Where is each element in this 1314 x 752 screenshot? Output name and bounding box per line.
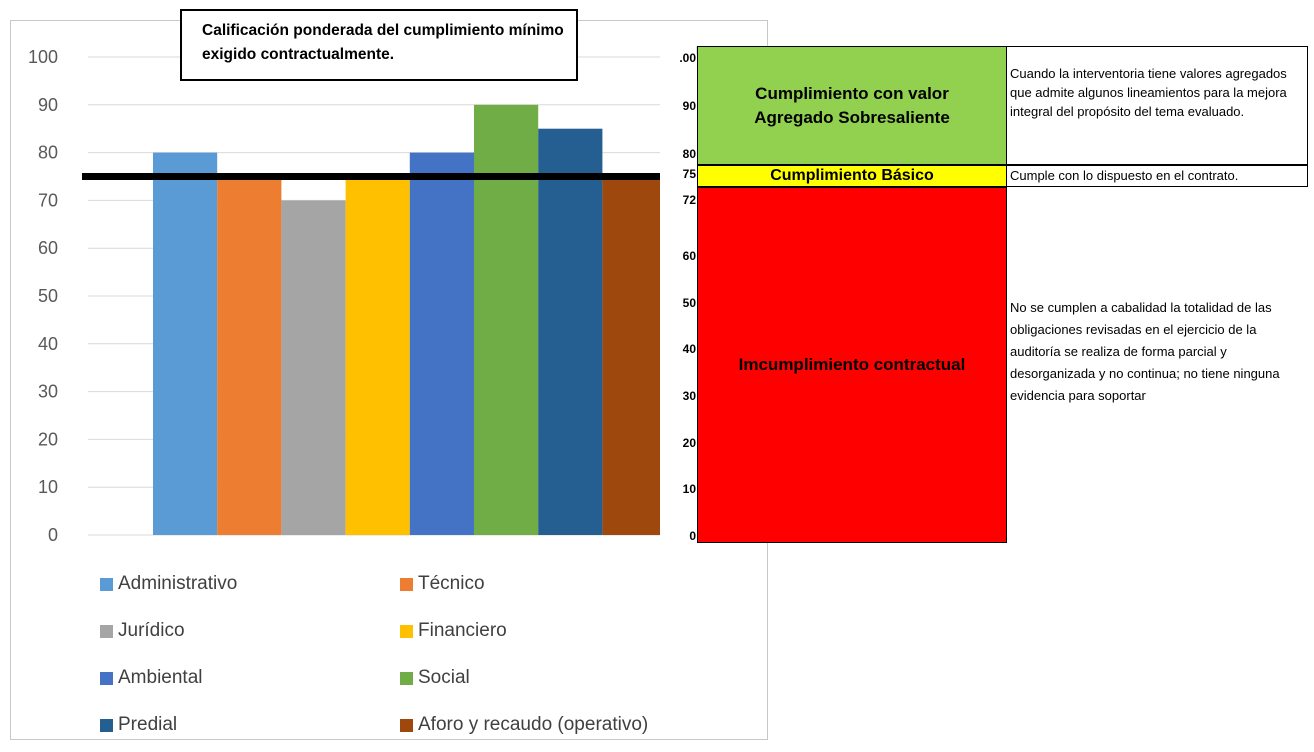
chart-title: Calificación ponderada del cumplimiento … xyxy=(180,9,578,81)
bar-chart: 0 10 20 30 40 50 60 70 80 90 100 xyxy=(28,47,668,545)
score-scale: .00 90 80 75 72 60 50 40 30 20 10 0 xyxy=(660,46,696,543)
scale-label: 75 xyxy=(682,167,696,181)
legend-swatch xyxy=(400,577,413,591)
y-tick-label: 20 xyxy=(38,429,58,449)
legend-swatch xyxy=(400,671,413,685)
legend-item: Predial xyxy=(100,714,177,736)
legend-swatch xyxy=(400,718,413,732)
bar-predial xyxy=(538,128,603,535)
level-basic-category: Cumplimiento Básico xyxy=(697,165,1007,187)
legend-label: Ambiental xyxy=(118,667,203,688)
legend-swatch xyxy=(100,577,113,591)
legend-label: Financiero xyxy=(418,620,507,641)
bar-financiero xyxy=(345,176,410,535)
sheet-grid-tick xyxy=(696,46,697,54)
legend-swatch xyxy=(100,671,113,685)
legend-item: Jurídico xyxy=(100,620,185,642)
legend-label: Social xyxy=(418,667,470,688)
scale-label: 60 xyxy=(682,249,696,263)
legend-item: Financiero xyxy=(400,620,507,642)
legend-item: Aforo y recaudo (operativo) xyxy=(400,714,648,736)
legend-label: Predial xyxy=(118,714,178,735)
level-basic-label: Cumplimiento Básico xyxy=(770,167,934,184)
level-basic-description-text: Cumple con lo dispuesto en el contrato. xyxy=(1010,168,1239,183)
scale-label: 20 xyxy=(682,435,696,450)
y-tick-label: 80 xyxy=(38,143,58,163)
scale-label: 80 xyxy=(682,147,696,161)
bar-administrativo xyxy=(153,152,218,535)
bar-ambiental xyxy=(409,152,474,535)
chart-title-text: Calificación ponderada del cumplimiento … xyxy=(202,22,564,63)
legend-label: Administrativo xyxy=(118,573,238,594)
scale-label: 40 xyxy=(682,342,696,357)
level-noncompliance-label: Imcumplimiento contractual xyxy=(738,355,966,374)
y-tick-label: 70 xyxy=(38,190,58,210)
y-tick-label: 10 xyxy=(38,477,58,497)
y-tick-label: 0 xyxy=(48,525,58,545)
scale-label: 0 xyxy=(689,529,696,543)
y-tick-label: 30 xyxy=(38,382,58,402)
level-noncompliance-description: No se cumplen a cabalidad la totalidad d… xyxy=(1006,187,1308,543)
scale-label: 90 xyxy=(682,99,696,113)
bar-jurídico xyxy=(281,200,346,535)
level-excellent-description-text: Cuando la interventoria tiene valores ag… xyxy=(1010,66,1287,119)
bar-técnico xyxy=(217,176,282,535)
legend-item: Social xyxy=(400,667,470,689)
scale-label: 10 xyxy=(682,482,696,497)
level-excellent-label: Cumplimiento con valor Agregado Sobresal… xyxy=(754,83,950,127)
legend-label: Jurídico xyxy=(118,620,185,641)
y-tick-label: 90 xyxy=(38,95,58,115)
level-excellent-description: Cuando la interventoria tiene valores ag… xyxy=(1006,46,1308,165)
legend-label: Técnico xyxy=(418,573,485,594)
legend-swatch xyxy=(100,718,113,732)
bar-social xyxy=(474,104,539,536)
y-tick-label: 50 xyxy=(38,286,58,306)
legend-item: Técnico xyxy=(400,573,485,595)
legend-label: Aforo y recaudo (operativo) xyxy=(418,714,649,735)
bar-aforo-y-recaudo-operativo- xyxy=(602,176,667,535)
level-noncompliance-description-text: No se cumplen a cabalidad la totalidad d… xyxy=(1010,300,1280,403)
scale-label: .00 xyxy=(679,51,696,65)
y-tick-label: 40 xyxy=(38,334,58,354)
scale-label: 50 xyxy=(682,295,696,310)
level-excellent-category: Cumplimiento con valor Agregado Sobresal… xyxy=(697,46,1007,165)
level-noncompliance-category: Imcumplimiento contractual xyxy=(697,187,1007,543)
legend-item: Administrativo xyxy=(100,573,237,595)
scale-label: 72 xyxy=(682,193,696,207)
y-tick-label: 60 xyxy=(38,238,58,258)
legend-swatch xyxy=(400,624,413,638)
legend-swatch xyxy=(100,624,113,638)
y-tick-label: 100 xyxy=(28,47,58,67)
legend-item: Ambiental xyxy=(100,667,203,689)
level-basic-description: Cumple con lo dispuesto en el contrato. xyxy=(1006,165,1308,187)
scale-label: 30 xyxy=(682,389,696,403)
